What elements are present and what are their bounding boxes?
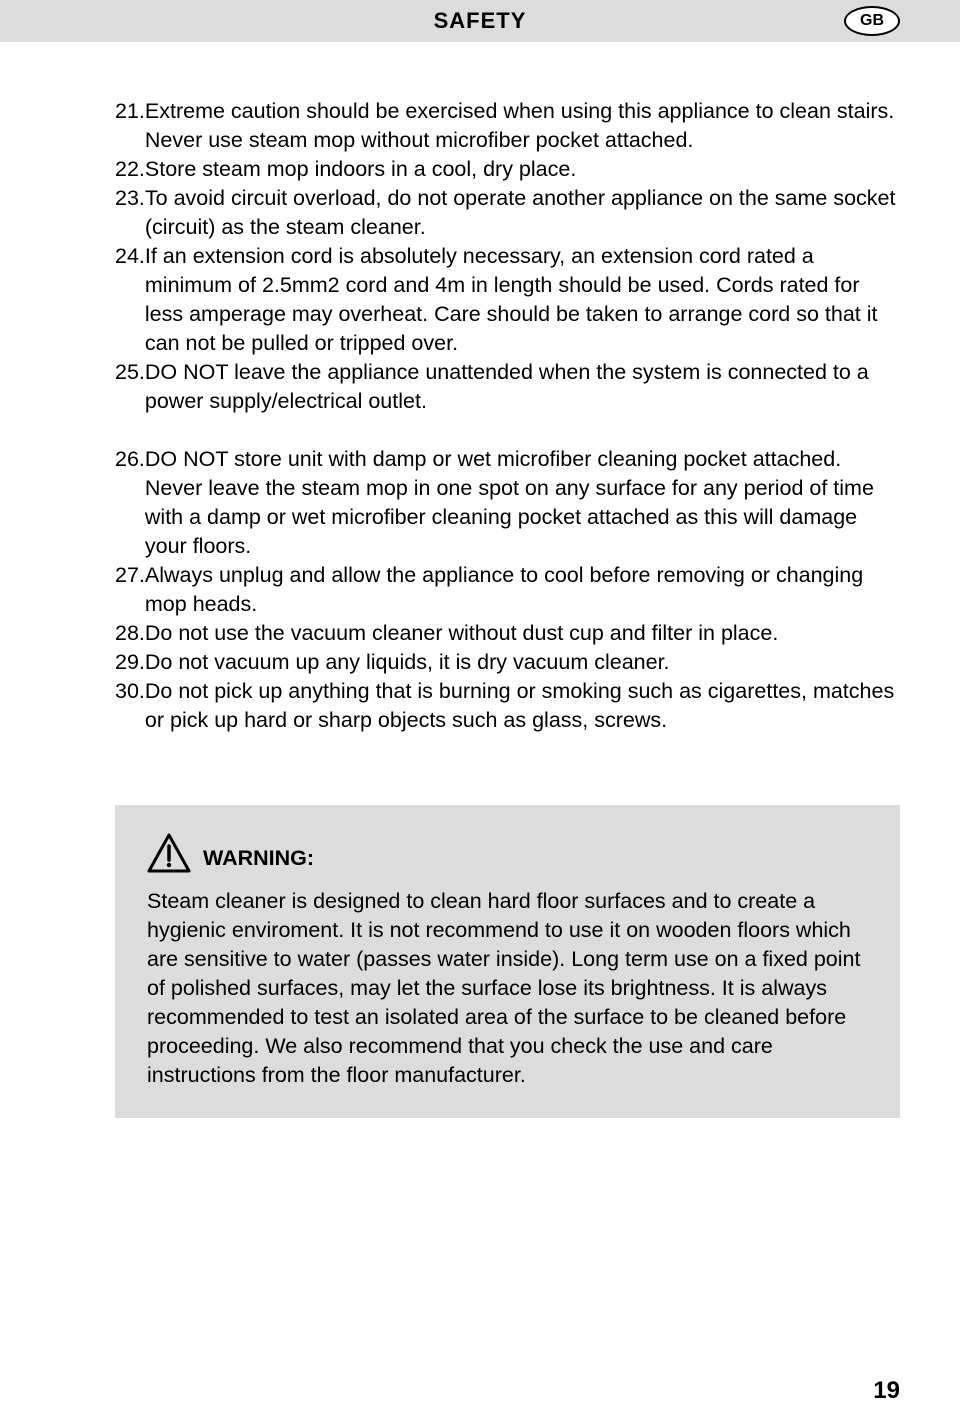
item-number: 29. — [115, 648, 145, 677]
item-text: Do not pick up anything that is burning … — [145, 677, 900, 735]
list-item: 21. Extreme caution should be exercised … — [115, 97, 900, 155]
item-number: 28. — [115, 619, 145, 648]
list-item: 29. Do not vacuum up any liquids, it is … — [115, 648, 900, 677]
list-item: 28. Do not use the vacuum cleaner withou… — [115, 619, 900, 648]
safety-list: 21. Extreme caution should be exercised … — [0, 42, 960, 735]
item-text: To avoid circuit overload, do not operat… — [145, 184, 900, 242]
header-bar: SAFETY GB — [0, 0, 960, 42]
item-text: If an extension cord is absolutely neces… — [145, 242, 900, 358]
item-number: 30. — [115, 677, 145, 735]
list-item: 25. DO NOT leave the appliance unattende… — [115, 358, 900, 416]
warning-label: WARNING: — [203, 846, 314, 873]
warning-triangle-icon — [147, 833, 191, 873]
gb-badge: GB — [844, 6, 900, 36]
item-number: 23. — [115, 184, 145, 242]
item-text: Extreme caution should be exercised when… — [145, 97, 900, 155]
list-item: 24. If an extension cord is absolutely n… — [115, 242, 900, 358]
item-number: 21. — [115, 97, 145, 155]
header-title: SAFETY — [434, 8, 527, 34]
item-text: Do not vacuum up any liquids, it is dry … — [145, 648, 900, 677]
item-text: Store steam mop indoors in a cool, dry p… — [145, 155, 900, 184]
item-number: 25. — [115, 358, 145, 416]
item-number: 27. — [115, 561, 145, 619]
item-text: DO NOT leave the appliance unattended wh… — [145, 358, 900, 416]
list-item: 30. Do not pick up anything that is burn… — [115, 677, 900, 735]
section-gap — [115, 416, 900, 445]
page-number: 19 — [873, 1377, 900, 1405]
item-text: DO NOT store unit with damp or wet micro… — [145, 445, 900, 561]
list-item: 27. Always unplug and allow the applianc… — [115, 561, 900, 619]
list-item: 26. DO NOT store unit with damp or wet m… — [115, 445, 900, 561]
item-number: 26. — [115, 445, 145, 561]
item-number: 24. — [115, 242, 145, 358]
warning-box: WARNING: Steam cleaner is designed to cl… — [115, 805, 900, 1118]
list-item: 22. Store steam mop indoors in a cool, d… — [115, 155, 900, 184]
list-item: 23. To avoid circuit overload, do not op… — [115, 184, 900, 242]
warning-text: Steam cleaner is designed to clean hard … — [147, 887, 868, 1090]
warning-header: WARNING: — [147, 833, 868, 873]
item-number: 22. — [115, 155, 145, 184]
item-text: Always unplug and allow the appliance to… — [145, 561, 900, 619]
item-text: Do not use the vacuum cleaner without du… — [145, 619, 900, 648]
